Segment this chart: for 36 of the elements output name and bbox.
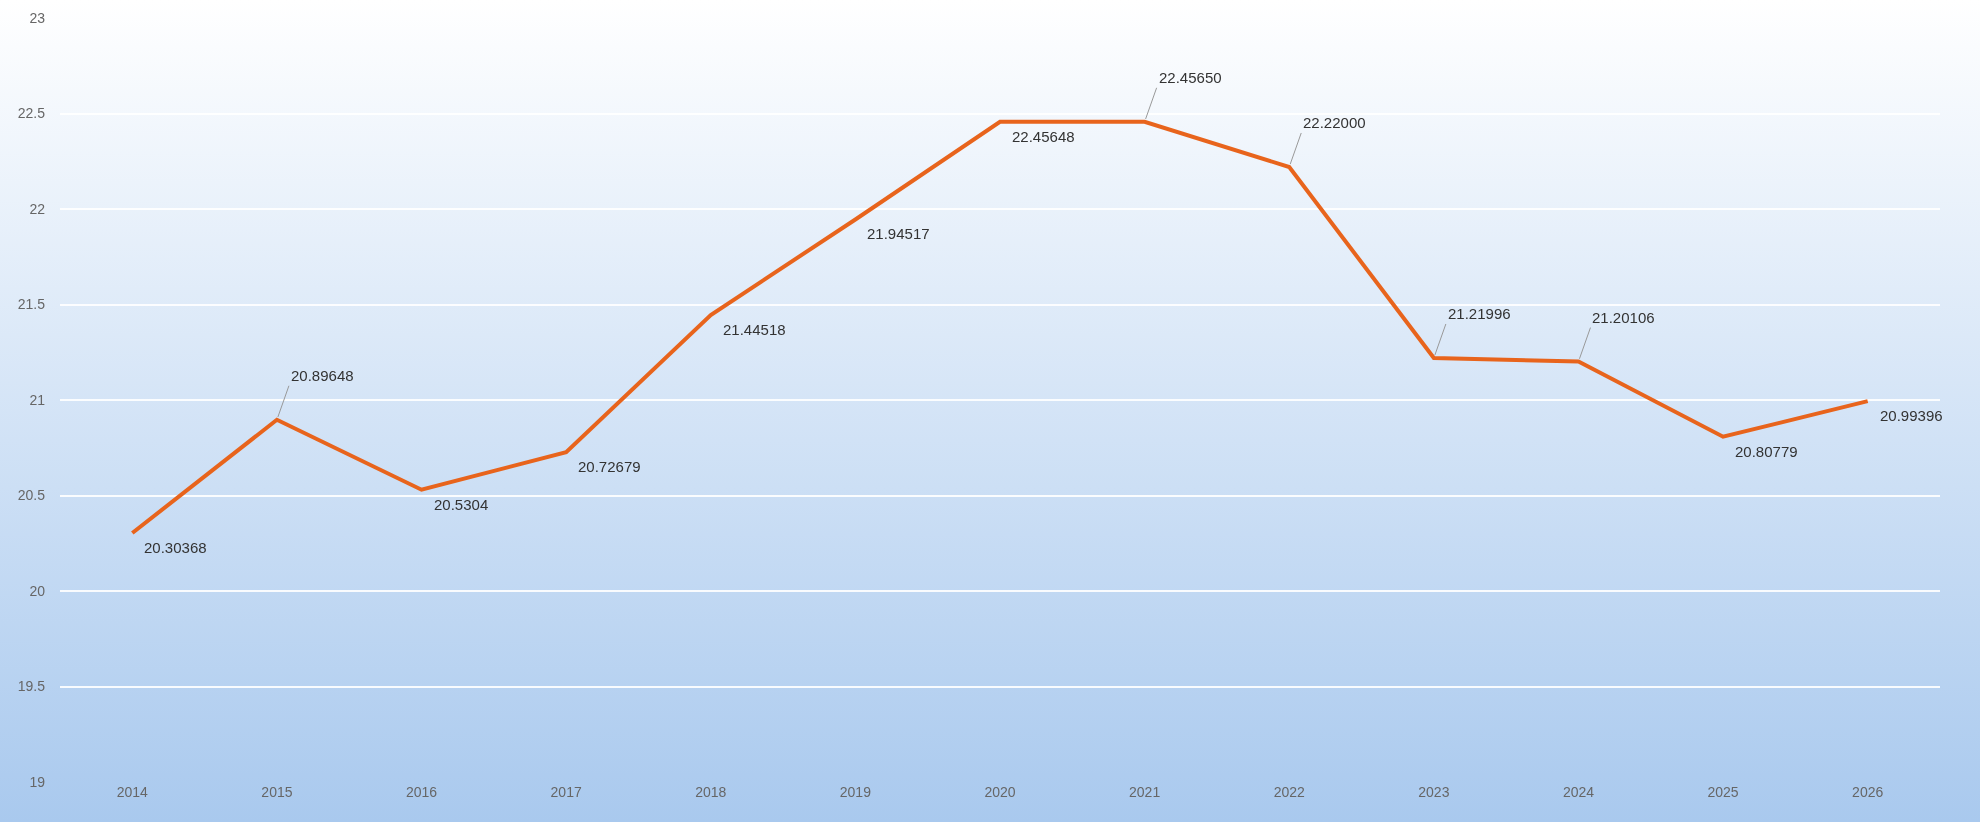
x-tick-label: 2026 — [1852, 784, 1884, 800]
y-tick-label: 19 — [29, 773, 46, 790]
data-label: 20.89648 — [291, 367, 354, 384]
data-label: 21.44518 — [723, 321, 786, 338]
y-tick-label: 19.5 — [17, 678, 46, 695]
x-tick-label: 2017 — [550, 784, 582, 800]
y-tick-label: 23 — [29, 9, 46, 26]
data-label: 22.45650 — [1159, 69, 1222, 86]
x-tick-label: 2019 — [839, 784, 872, 800]
x-tick-label: 2016 — [405, 784, 438, 800]
line-series — [130, 119, 1870, 535]
x-tick-label: 2014 — [116, 784, 149, 800]
x-tick-label: 2023 — [1418, 784, 1450, 800]
x-tick-label: 2015 — [261, 784, 293, 800]
data-label: 21.21996 — [1448, 305, 1511, 322]
y-tick-label: 22 — [29, 200, 46, 217]
x-tick-label: 2018 — [695, 784, 727, 800]
y-tick-label: 22.5 — [17, 105, 46, 122]
y-tick-label: 20.5 — [17, 487, 46, 504]
data-label: 20.5304 — [434, 496, 489, 513]
data-label: 20.72679 — [578, 458, 641, 475]
x-tick-label: 2021 — [1129, 784, 1161, 800]
y-tick-label: 21 — [29, 391, 46, 408]
y-tick-label: 21.5 — [17, 296, 46, 313]
x-tick-label: 2022 — [1273, 784, 1306, 800]
data-label: 20.30368 — [144, 539, 207, 556]
x-tick-label: 2025 — [1707, 784, 1739, 800]
data-label: 20.99396 — [1880, 407, 1943, 424]
data-label: 21.94517 — [867, 225, 930, 242]
x-tick-label: 2024 — [1562, 784, 1595, 800]
data-label: 22.45648 — [1012, 128, 1075, 145]
x-tick-label: 2020 — [984, 784, 1016, 800]
y-tick-label: 20 — [29, 582, 46, 599]
data-label: 21.20106 — [1592, 309, 1655, 326]
data-label: 20.80779 — [1735, 443, 1798, 460]
data-label: 22.22000 — [1303, 114, 1366, 131]
